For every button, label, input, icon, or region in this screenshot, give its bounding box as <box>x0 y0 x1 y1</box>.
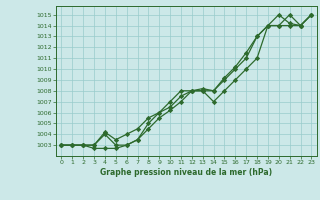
X-axis label: Graphe pression niveau de la mer (hPa): Graphe pression niveau de la mer (hPa) <box>100 168 272 177</box>
